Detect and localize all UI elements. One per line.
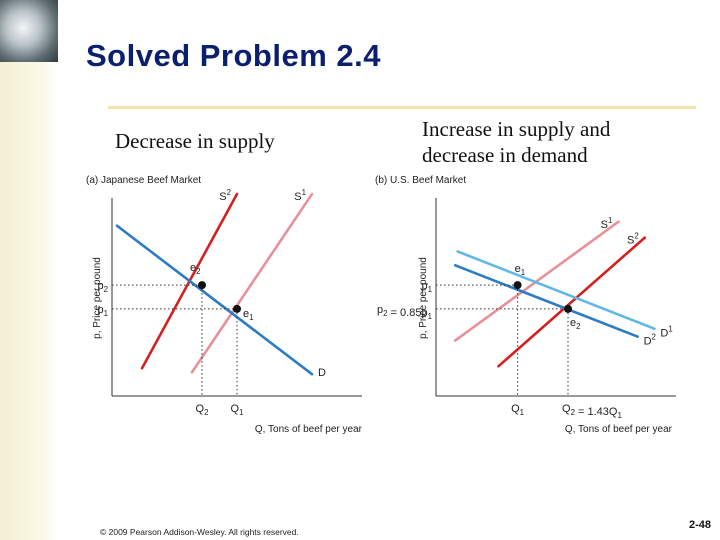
series-label-s1: S1 — [601, 216, 613, 231]
title-divider — [108, 106, 696, 109]
y-tick-label-p2-0-85p1: p2 = 0.85p1 — [377, 304, 433, 321]
series-line-d2 — [453, 264, 639, 338]
x-tick-label-q1: Q1 — [231, 403, 245, 417]
glass-cube-logo — [0, 0, 58, 62]
series-line-d — [115, 224, 314, 376]
x-tick-label-q2-1-43q1: Q2 = 1.43Q1 — [562, 403, 622, 420]
y-tick-label-p1: p1 — [97, 304, 108, 318]
series-line-d1 — [456, 250, 656, 330]
equilibrium-point-e2 — [564, 304, 572, 313]
equilibrium-label-e2: e2 — [190, 262, 201, 276]
panel-label: (a) Japanese Beef Market — [86, 175, 201, 186]
series-label-d2: D2 — [644, 333, 656, 348]
series-label-s2: S2 — [219, 188, 231, 203]
equilibrium-label-e1: e1 — [515, 263, 526, 277]
caption-decrease-supply: Decrease in supply — [115, 129, 275, 153]
series-line-s2 — [497, 236, 647, 368]
y-tick-label-p1: p1 — [421, 280, 432, 294]
equilibrium-label-e1: e1 — [243, 308, 254, 322]
series-label-d1: D1 — [660, 325, 673, 340]
series-label-s1: S1 — [294, 188, 306, 203]
equilibrium-point-e1 — [513, 281, 522, 290]
equilibrium-point-e1 — [233, 304, 241, 313]
left-decor-bar — [0, 0, 58, 540]
x-tick-label-q2: Q2 — [196, 403, 209, 417]
x-tick-label-q1: Q1 — [511, 403, 525, 417]
x-axis-label: Q, Tons of beef per year — [565, 424, 673, 435]
copyright-footer: © 2009 Pearson Addison-Wesley. All right… — [100, 527, 299, 537]
slide-title: Solved Problem 2.4 — [86, 38, 381, 73]
equilibrium-point-e2 — [198, 281, 206, 290]
page-number: 2-48 — [689, 519, 712, 531]
series-line-s1 — [190, 192, 314, 374]
x-axis-label: Q, Tons of beef per year — [255, 424, 363, 435]
y-axis-label: p, Price per pound — [418, 257, 429, 339]
equilibrium-label-e2: e2 — [570, 317, 581, 331]
y-tick-label-p2: p2 — [97, 280, 108, 294]
series-label-s2: S2 — [627, 232, 639, 247]
series-label-d: D — [318, 367, 326, 379]
panel-label: (b) U.S. Beef Market — [375, 175, 466, 186]
y-axis-label: p, Price per pound — [92, 257, 103, 339]
caption-increase-supply-decrease-demand: Increase in supply and decrease in deman… — [422, 117, 611, 167]
